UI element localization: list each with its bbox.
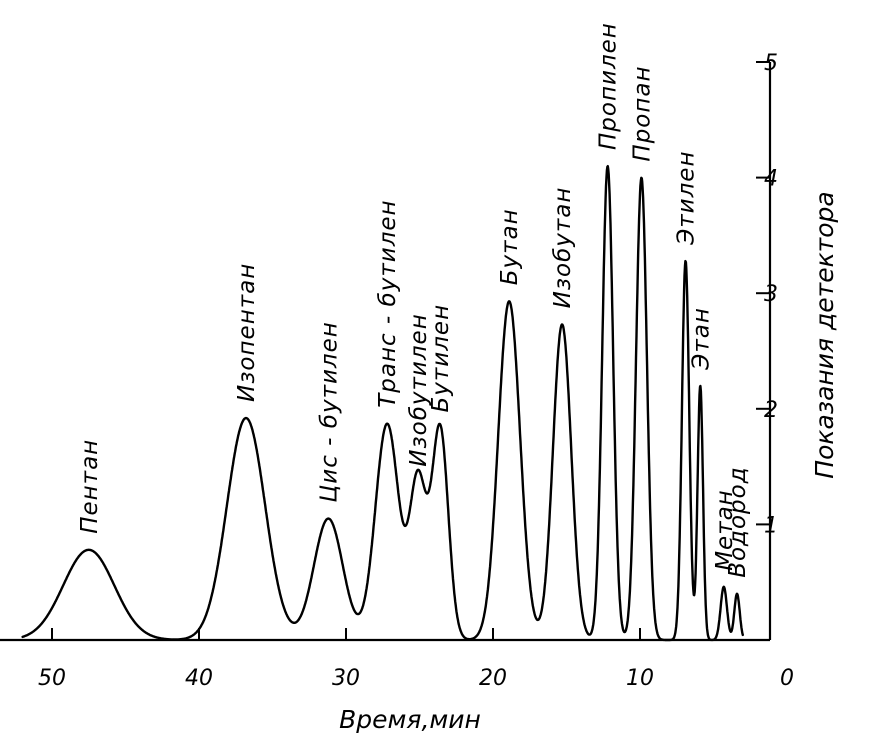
y-tick-label: 5 [764, 51, 778, 76]
trace-layer [21, 165, 744, 642]
peak-label: Изобутилен [406, 313, 432, 467]
peak-label: Метан [712, 489, 738, 571]
tick-marks: 50 40 30 20 10 0 1 2 3 4 5 [38, 51, 794, 691]
peak-label: Транс - бутилен [375, 199, 401, 407]
peak-label: Бутан [497, 208, 523, 285]
peak-label: Этан [688, 307, 714, 371]
peak-label: Пропилен [596, 22, 622, 150]
x-tick-label: 40 [185, 666, 213, 691]
peak-label: Пентан [77, 439, 103, 534]
peak-label: Цис - бутилен [316, 321, 342, 502]
y-tick-label: 2 [764, 398, 778, 423]
y-tick-label: 3 [764, 282, 778, 307]
peak-label: Этилен [674, 151, 700, 246]
chromatogram-trace [21, 165, 744, 642]
peak-labels: Пентан Изопентан Цис - бутилен Транс - бути… [77, 22, 751, 578]
x-tick-label: 50 [38, 666, 66, 691]
axes [0, 62, 772, 642]
x-tick-label: 0 [780, 666, 794, 691]
x-tick-label: 10 [626, 666, 654, 691]
y-tick-label: 4 [764, 167, 778, 192]
peak-label: Изопентан [234, 263, 260, 402]
peak-label: Пропан [630, 65, 656, 161]
y-axis-title: Показания детектора [810, 191, 839, 478]
peak-label: Водород [725, 466, 751, 577]
x-axis-title: Время,мин [339, 705, 481, 734]
x-tick-label: 30 [332, 666, 360, 691]
x-tick-label: 20 [479, 666, 507, 691]
y-tick-label: 1 [764, 513, 778, 538]
peak-label: Бутилен [428, 304, 454, 413]
peak-label: Изобутан [550, 187, 576, 309]
